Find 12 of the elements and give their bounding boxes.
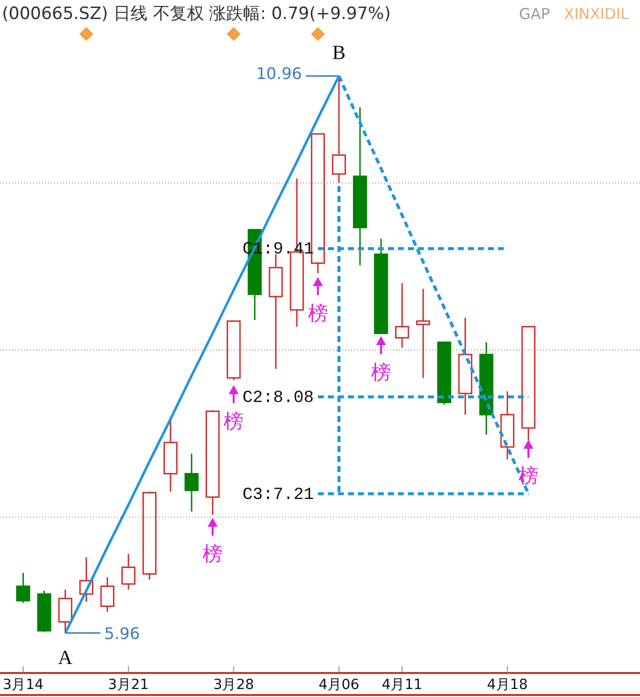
data-label: 10.96 — [256, 64, 302, 83]
x-tick-label: 3月21 — [108, 677, 149, 693]
annotation: B — [332, 42, 346, 64]
x-tick-label: 4月11 — [382, 677, 422, 693]
title: (000665.SZ) 日线 不复权 涨跌幅: 0.79(+9.97%) — [2, 4, 391, 24]
x-tick-label: 4月18 — [487, 677, 528, 693]
x-tick-label: 3月28 — [213, 677, 254, 693]
x-tick-label: 4月06 — [318, 677, 360, 693]
x-tick-label: 3月14 — [2, 677, 44, 693]
annotation: A — [58, 647, 74, 669]
legend-label: 榜 — [224, 409, 244, 434]
data-label: 5.96 — [104, 624, 140, 643]
